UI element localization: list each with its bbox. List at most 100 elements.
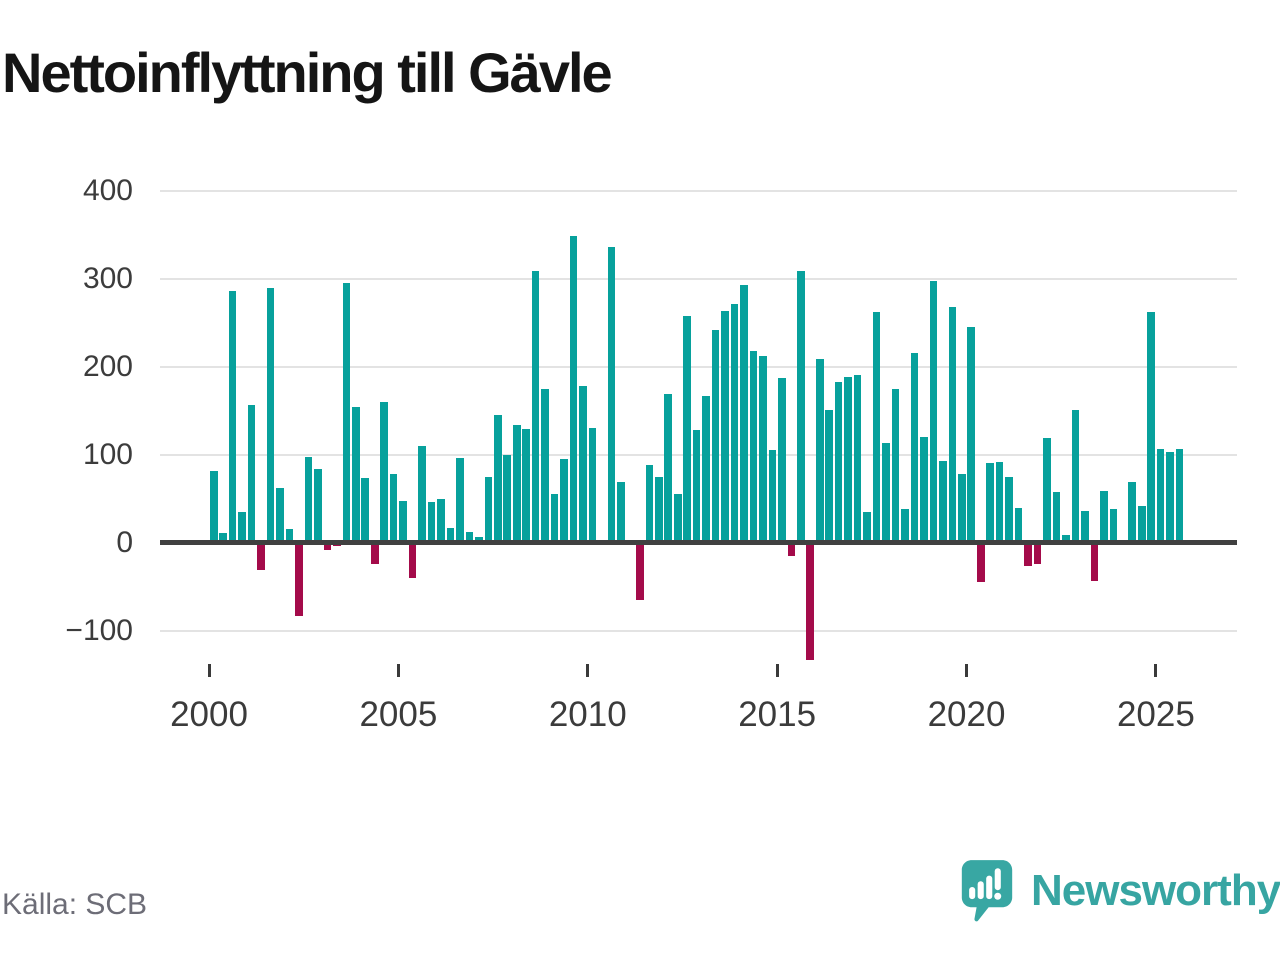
quarter-bar <box>920 436 928 543</box>
quarter-bar <box>418 445 426 543</box>
quarter-bar <box>929 281 938 543</box>
brand-name: Newsworthy <box>1031 866 1280 915</box>
source-note: Källa: SCB <box>2 888 148 921</box>
quarter-bar <box>314 469 322 543</box>
quarter-bar <box>389 473 398 543</box>
quarter-bar <box>1128 481 1137 543</box>
quarter-bar <box>673 494 682 543</box>
quarter-bar <box>1090 542 1099 582</box>
quarter-bar <box>986 463 994 543</box>
quarter-bar <box>579 385 587 543</box>
quarter-bar <box>446 528 455 543</box>
quarter-bar <box>768 450 777 543</box>
quarter-bar <box>797 271 805 543</box>
quarter-bar <box>853 375 862 543</box>
y-axis-label: 200 <box>82 349 133 383</box>
quarter-bar <box>569 236 578 543</box>
quarter-bar <box>948 306 957 543</box>
quarter-bar <box>882 443 890 543</box>
x-tick <box>1154 664 1158 677</box>
quarter-bar <box>683 316 691 543</box>
quarter-bar <box>1071 409 1080 543</box>
quarter-bar <box>664 393 673 543</box>
quarter-bar <box>304 457 313 543</box>
x-axis-label: 2020 <box>927 695 1006 734</box>
quarter-bar <box>834 382 843 543</box>
quarter-bar <box>1024 542 1032 567</box>
quarter-bar <box>380 401 388 543</box>
quarter-bar <box>531 271 540 543</box>
y-axis-label: 0 <box>116 525 133 559</box>
quarter-bar <box>560 458 568 543</box>
quarter-bar <box>475 537 483 543</box>
quarter-bar <box>1166 451 1174 543</box>
quarter-bar <box>910 353 919 543</box>
quarter-bar <box>1137 506 1146 543</box>
quarter-bar <box>607 246 616 543</box>
quarter-bar <box>778 377 786 543</box>
quarter-bar <box>588 428 597 543</box>
quarter-bar <box>806 542 815 660</box>
quarter-bar <box>1062 535 1070 543</box>
quarter-bar <box>1100 491 1108 543</box>
quarter-bar <box>247 405 256 543</box>
quarter-bar <box>976 542 985 583</box>
x-tick <box>207 664 211 677</box>
quarter-bar <box>494 414 502 543</box>
quarter-bar <box>759 355 767 543</box>
quarter-bar <box>342 282 351 543</box>
quarter-bar <box>645 465 654 543</box>
quarter-bar <box>891 388 900 543</box>
quarter-bar <box>844 377 852 543</box>
quarter-bar <box>636 542 644 600</box>
quarter-bar <box>901 509 909 543</box>
quarter-bar <box>238 511 246 543</box>
quarter-bar <box>730 304 739 543</box>
quarter-bar <box>228 290 237 543</box>
quarter-bar <box>1043 437 1051 543</box>
quarter-bar <box>787 542 796 556</box>
quarter-bar <box>456 458 464 543</box>
quarter-bar <box>995 461 1004 543</box>
x-tick <box>965 664 969 677</box>
x-tick <box>775 664 779 677</box>
quarter-bar <box>1175 449 1184 543</box>
quarter-bar <box>815 359 824 543</box>
chart-title: Nettoinflyttning till Gävle <box>2 41 613 104</box>
quarter-bar <box>541 388 549 543</box>
quarter-bar <box>465 531 474 543</box>
quarter-bar <box>408 542 417 578</box>
quarter-bar <box>399 501 407 543</box>
quarter-bar <box>1033 542 1042 564</box>
quarter-bar <box>939 460 947 543</box>
quarter-bar <box>503 455 512 543</box>
quarter-bar <box>872 311 881 543</box>
quarter-bar <box>209 471 218 543</box>
quarter-bar <box>276 487 284 543</box>
y-gridline <box>160 189 1237 192</box>
x-tick <box>396 664 400 677</box>
quarter-bar <box>1109 509 1118 543</box>
y-axis-label: −100 <box>65 613 133 647</box>
quarter-bar <box>484 476 493 543</box>
quarter-bar <box>863 511 871 543</box>
quarter-bar <box>522 428 531 543</box>
quarter-bar <box>512 424 521 543</box>
x-axis-label: 2010 <box>548 695 627 734</box>
quarter-bar <box>711 329 720 543</box>
quarter-bar <box>1147 311 1155 543</box>
newsworthy-logo-icon <box>961 860 1013 922</box>
quarter-bar <box>1014 508 1023 543</box>
quarter-bar <box>427 502 436 543</box>
quarter-bar <box>740 284 748 543</box>
quarter-bar <box>266 288 275 543</box>
quarter-bar <box>257 542 265 570</box>
quarter-bar <box>617 481 625 543</box>
quarter-bar <box>825 409 834 543</box>
quarter-bar <box>721 311 729 543</box>
quarter-bar <box>295 542 303 617</box>
quarter-bar <box>702 396 710 543</box>
x-tick <box>586 664 590 677</box>
quarter-bar <box>285 529 294 543</box>
